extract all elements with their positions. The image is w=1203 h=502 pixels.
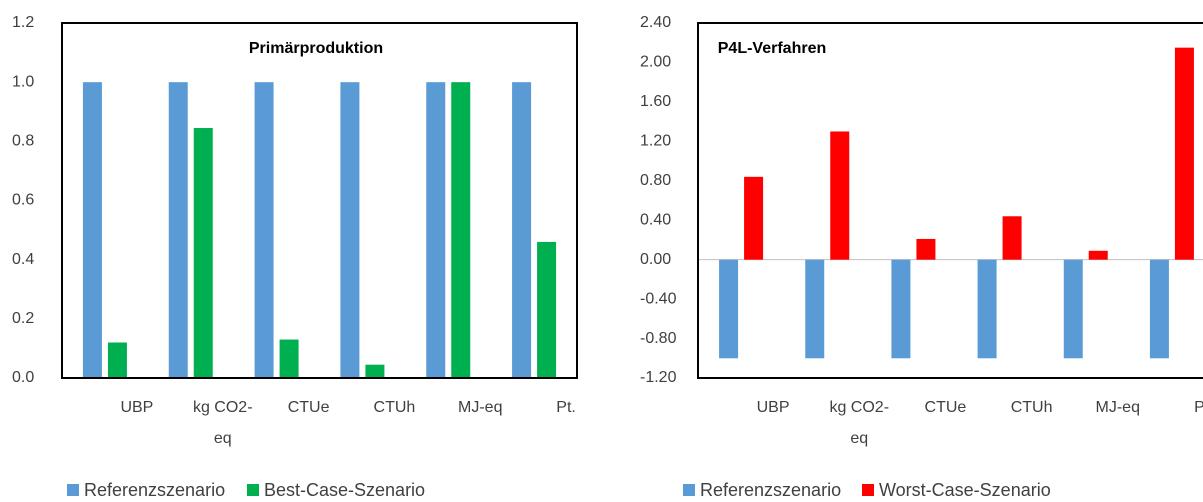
x-tick-label: CTUe (287, 399, 330, 416)
x-tick-label: CTUh (373, 399, 416, 416)
bar (830, 131, 850, 260)
y-tick-label: 1.0 (12, 73, 34, 90)
bar (193, 128, 213, 378)
bar (1063, 259, 1083, 359)
x-tick-label: CTUe (924, 399, 967, 416)
x-tick-label: Pt. (1194, 399, 1203, 416)
legend-label: Referenzszenario (700, 480, 841, 500)
plot-frame (697, 22, 1203, 379)
y-tick-label: 0.40 (640, 211, 671, 228)
y-tick-label: 0.00 (640, 251, 671, 268)
legend-swatch (683, 484, 695, 496)
bar (537, 241, 557, 378)
y-tick-label: 0.2 (12, 310, 34, 327)
y-tick-label: 1.2 (12, 14, 34, 31)
bar (254, 82, 274, 379)
y-tick-label: -0.40 (640, 290, 677, 307)
bar (805, 259, 825, 359)
legend-swatch (247, 484, 259, 496)
bar (168, 82, 188, 379)
x-tick-label: Pt. (556, 399, 576, 416)
x-tick-label: UBP (120, 399, 154, 416)
x-tick-label: kg CO2-eq (829, 399, 890, 447)
bar (891, 259, 911, 359)
bar (1088, 250, 1108, 260)
bar (744, 176, 764, 260)
bar (340, 82, 360, 379)
y-tick-label: 0.6 (12, 192, 34, 209)
bar (107, 342, 127, 378)
bar (977, 259, 997, 359)
plot-frame (61, 22, 578, 379)
y-tick-label: 2.00 (640, 54, 671, 71)
chart-title: P4L-Verfahren (718, 40, 826, 57)
legend-label: Referenzszenario (84, 480, 225, 500)
y-tick-label: 0.80 (640, 172, 671, 189)
chart-title: Primärproduktion (249, 40, 383, 57)
bar (719, 259, 739, 359)
x-tick-label: UBP (756, 399, 790, 416)
y-tick-label: 0.0 (12, 369, 34, 386)
bar (1149, 259, 1169, 359)
bar (426, 82, 446, 379)
legend-swatch (67, 484, 79, 496)
legend-label: Best-Case-Szenario (264, 480, 425, 500)
y-tick-label: 0.8 (12, 133, 34, 150)
x-tick-label: kg CO2-eq (192, 399, 253, 447)
bar (365, 364, 385, 378)
y-tick-label: 1.60 (640, 93, 671, 110)
bar (1002, 216, 1022, 260)
bar (451, 82, 471, 379)
y-tick-label: -1.20 (640, 369, 677, 386)
x-tick-label: CTUh (1010, 399, 1053, 416)
legend-swatch (862, 484, 874, 496)
x-tick-label: MJ-eq (1095, 399, 1140, 416)
bar (1174, 47, 1194, 260)
bar (82, 82, 102, 379)
legend-label: Worst-Case-Szenario (879, 480, 1051, 500)
x-tick-label: MJ-eq (458, 399, 503, 416)
bar (512, 82, 532, 379)
bar (916, 238, 936, 260)
y-tick-label: -0.80 (640, 330, 677, 347)
y-tick-label: 0.4 (12, 251, 34, 268)
y-tick-label: 1.20 (640, 133, 671, 150)
bar (279, 339, 299, 378)
y-tick-label: 2.40 (640, 14, 671, 31)
